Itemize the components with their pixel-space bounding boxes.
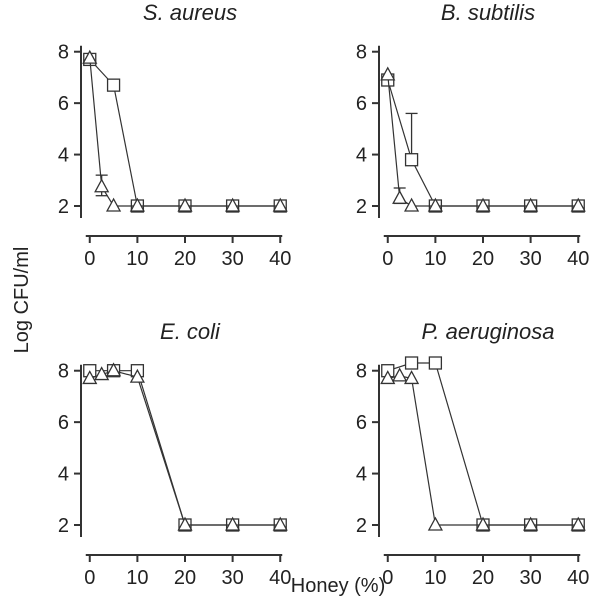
x-tick-label: 20 <box>174 248 196 270</box>
y-tick-label: 8 <box>356 361 367 383</box>
panel-0: S. aureus 2 4 6 8 0 10 20 30 40 <box>58 0 291 270</box>
panel-title: P. aeruginosa <box>422 319 555 344</box>
triangle-marker <box>427 516 443 531</box>
triangle-marker <box>570 516 586 531</box>
triangle-marker <box>105 362 122 377</box>
x-tick-label: 30 <box>519 567 541 589</box>
x-tick-label: 40 <box>269 248 291 270</box>
y-tick-label: 6 <box>356 412 367 434</box>
y-axis-label: Log CFU/ml <box>11 247 33 354</box>
series-square <box>83 364 287 532</box>
triangle-marker <box>177 516 193 531</box>
triangle-marker <box>475 197 491 212</box>
x-axis-label: Honey (%) <box>291 575 385 597</box>
x-tick-label: 40 <box>567 567 589 589</box>
triangle-marker <box>392 367 408 382</box>
triangle-marker <box>570 197 586 212</box>
triangle-marker <box>427 197 443 212</box>
y-tick-label: 8 <box>58 361 69 383</box>
series-triangle <box>82 49 288 212</box>
square-marker <box>428 356 443 370</box>
series-line <box>387 362 579 526</box>
panel-title: E. coli <box>160 319 221 344</box>
series-triangle <box>380 66 586 212</box>
triangle-marker <box>380 66 396 81</box>
x-tick-label: 30 <box>221 567 243 589</box>
panel-2: E. coli 2 4 6 8 0 10 20 30 40 <box>58 319 291 589</box>
y-tick-label: 4 <box>58 145 69 167</box>
panel-3: P. aeruginosa 2 4 6 8 0 10 20 30 40 <box>356 319 589 589</box>
triangle-marker <box>82 370 98 385</box>
triangle-marker <box>523 197 539 212</box>
y-tick-label: 4 <box>58 464 69 486</box>
y-tick-label: 2 <box>356 196 367 218</box>
y-tick-label: 6 <box>58 412 69 434</box>
x-tick-label: 30 <box>519 248 541 270</box>
y-tick-label: 4 <box>356 145 367 167</box>
triangle-marker <box>225 197 241 212</box>
triangle-marker <box>272 197 288 212</box>
triangle-marker <box>129 368 145 383</box>
x-tick-label: 0 <box>84 567 95 589</box>
triangle-marker <box>272 516 288 531</box>
triangle-marker <box>82 49 98 64</box>
y-tick-label: 2 <box>58 196 69 218</box>
series-triangle <box>380 367 586 531</box>
square-marker <box>404 153 419 167</box>
x-tick-label: 10 <box>424 248 446 270</box>
triangle-marker <box>94 178 110 193</box>
square-marker <box>404 356 419 370</box>
x-tick-label: 20 <box>174 567 196 589</box>
y-tick-label: 2 <box>356 515 367 537</box>
x-tick-label: 40 <box>567 248 589 270</box>
panel-title: S. aureus <box>143 0 237 25</box>
y-tick-label: 6 <box>58 93 69 115</box>
square-marker <box>106 78 121 92</box>
x-tick-label: 0 <box>84 248 95 270</box>
x-tick-label: 40 <box>269 567 291 589</box>
triangle-marker <box>392 189 408 204</box>
series-line <box>387 375 579 526</box>
y-tick-label: 8 <box>58 42 69 64</box>
x-tick-label: 0 <box>382 567 393 589</box>
x-tick-label: 20 <box>472 567 494 589</box>
triangle-marker <box>129 197 145 212</box>
triangle-marker <box>94 366 110 381</box>
series-square <box>83 52 287 213</box>
y-tick-label: 6 <box>356 93 367 115</box>
x-tick-label: 30 <box>221 248 243 270</box>
panel-1: B. subtilis 2 4 6 8 0 10 20 30 40 <box>356 0 589 270</box>
triangle-marker <box>403 197 420 212</box>
x-tick-label: 10 <box>126 248 148 270</box>
y-tick-label: 2 <box>58 515 69 537</box>
triangle-marker <box>177 197 193 212</box>
series-square <box>381 73 585 213</box>
series-line <box>89 370 281 526</box>
triangle-marker <box>403 370 420 385</box>
x-tick-label: 10 <box>424 567 446 589</box>
triangle-marker <box>105 197 122 212</box>
x-tick-label: 0 <box>382 248 393 270</box>
y-tick-label: 4 <box>356 464 367 486</box>
triangle-marker <box>523 516 539 531</box>
triangle-marker <box>475 516 491 531</box>
y-tick-label: 8 <box>356 42 367 64</box>
series-triangle <box>82 362 288 531</box>
x-tick-label: 20 <box>472 248 494 270</box>
triangle-marker <box>225 516 241 531</box>
series-line <box>387 74 579 207</box>
triangle-marker <box>380 370 396 385</box>
series-line <box>89 370 281 526</box>
panel-title: B. subtilis <box>441 0 535 25</box>
x-tick-label: 10 <box>126 567 148 589</box>
series-line <box>387 79 579 207</box>
